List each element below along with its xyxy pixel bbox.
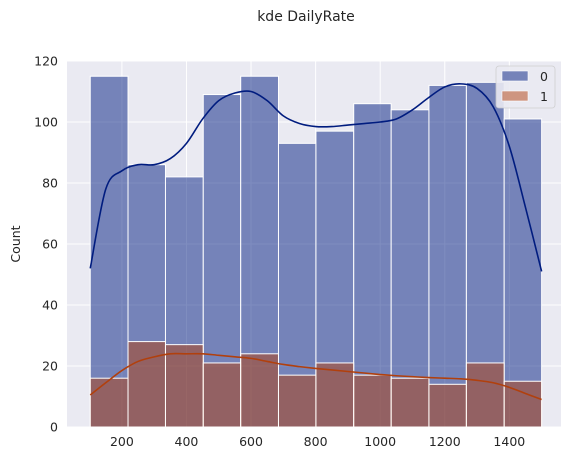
bar-series-1-bin-6	[315, 362, 355, 428]
legend-swatch-1	[501, 90, 529, 102]
kde-line-series-0	[89, 83, 543, 272]
kde-line-series-1	[89, 352, 542, 401]
bar-series-1-bin-4	[240, 353, 279, 428]
y-tick-label: 60	[42, 237, 58, 252]
bar-series-1-bin-5	[277, 374, 317, 428]
legend: 0 1	[495, 65, 556, 109]
x-axis: 200 400 600 800 1000 1200 1400	[110, 434, 525, 449]
x-tick-label: 1400	[493, 434, 525, 449]
bar-series-0-bin-11	[503, 118, 543, 428]
y-axis: 0 20 40 60 80 100 120	[34, 54, 58, 435]
bar-series-1-bin-11	[503, 380, 543, 428]
y-tick-label: 80	[42, 176, 58, 191]
y-axis-label: Count	[8, 225, 23, 262]
y-tick-label: 100	[34, 115, 58, 130]
x-tick-label: 1200	[429, 434, 461, 449]
histogram-bars	[89, 75, 543, 428]
x-tick-label: 200	[110, 434, 134, 449]
y-tick-label: 40	[42, 298, 58, 313]
x-tick-label: 1000	[364, 434, 396, 449]
bar-series-1-bin-10	[465, 362, 505, 428]
bar-series-0-bin-8	[390, 109, 430, 428]
y-tick-label: 0	[50, 420, 58, 435]
legend-swatch-0	[501, 70, 529, 82]
x-tick-label: 800	[304, 434, 328, 449]
chart-title: kde DailyRate	[257, 9, 355, 25]
kde-curves	[89, 83, 543, 401]
legend-label-0: 0	[540, 69, 548, 84]
bar-series-1-bin-3	[202, 362, 242, 428]
bar-series-1-bin-7	[353, 374, 392, 428]
y-tick-label: 20	[42, 359, 58, 374]
bar-series-1-bin-0	[89, 377, 129, 428]
bar-series-1-bin-9	[428, 383, 467, 428]
legend-label-1: 1	[540, 89, 548, 104]
bar-series-0-bin-9	[428, 84, 467, 428]
bar-series-1-bin-2	[164, 344, 204, 428]
bar-series-1-bin-8	[390, 377, 430, 428]
bar-series-0-bin-0	[89, 75, 129, 428]
x-tick-label: 400	[175, 434, 199, 449]
y-tick-label: 120	[34, 54, 58, 69]
bar-series-1-bin-1	[127, 341, 166, 428]
x-tick-label: 600	[239, 434, 263, 449]
